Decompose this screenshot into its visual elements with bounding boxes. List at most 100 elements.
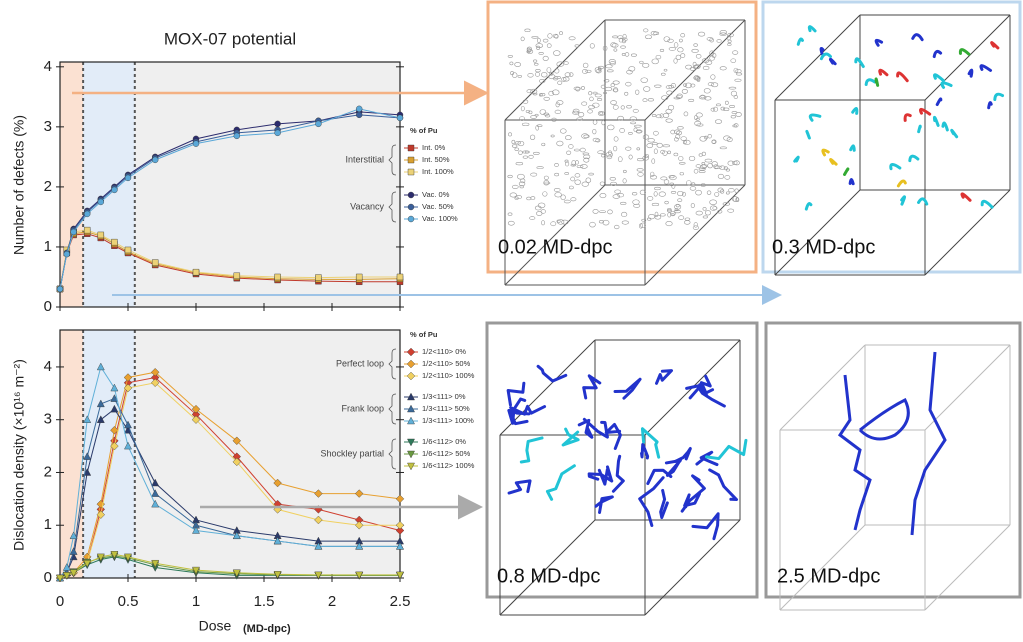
data-point (111, 186, 118, 194)
defect-cluster (647, 138, 655, 143)
dislocation (919, 107, 932, 116)
defect-cluster (588, 172, 594, 176)
legend-label: Vac. 50% (422, 202, 454, 211)
cube-edge (644, 519, 741, 616)
dislocation (793, 155, 800, 163)
defect-cluster (695, 112, 703, 118)
defect-cluster (511, 72, 518, 78)
x-tick-label: 2.5 (390, 593, 411, 610)
data-point (96, 415, 105, 423)
defect-cluster (564, 161, 570, 167)
legend-marker (406, 371, 416, 381)
defect-cluster (714, 192, 720, 197)
defect-cluster (731, 111, 738, 114)
y-tick-label: 1 (44, 516, 52, 533)
defect-cluster (735, 112, 742, 117)
defect-cluster (624, 91, 629, 96)
dislocation (941, 121, 949, 132)
defect-cluster (554, 109, 562, 115)
legend-marker (407, 450, 415, 459)
dislocation (582, 374, 602, 400)
defect-cluster (517, 75, 522, 78)
defect-cluster (634, 124, 642, 128)
dislocation (611, 454, 625, 493)
defect-cluster (670, 213, 675, 217)
defect-cluster (559, 128, 567, 134)
shaded-region (60, 62, 84, 307)
dislocation (819, 46, 825, 56)
defect-cluster (660, 72, 666, 76)
defect-cluster (725, 100, 729, 105)
data-point (356, 273, 363, 281)
defect-cluster (709, 38, 715, 43)
defect-cluster (556, 61, 564, 67)
dislocation (604, 422, 622, 450)
defect-cluster (673, 152, 679, 157)
dislocation (908, 154, 920, 163)
data-point (70, 228, 77, 236)
defect-cluster (667, 208, 672, 213)
defect-cluster (570, 197, 577, 202)
chart: 0 1 2 3 4 0 0.5 1 1.5 2 2.5 Dislocation density (×1… (11, 329, 475, 635)
defect-cluster (668, 175, 675, 179)
defect-cluster (690, 83, 696, 88)
data-point (56, 574, 64, 583)
cube-edge (499, 339, 596, 436)
defect-cluster (711, 53, 717, 59)
defect-cluster (677, 190, 684, 197)
defect-cluster (735, 69, 742, 74)
defect-cluster (724, 175, 731, 180)
defect-cluster (582, 152, 590, 156)
defect-cluster (598, 220, 604, 224)
defect-cluster (559, 31, 563, 36)
defect-cluster (528, 154, 534, 159)
data-point (56, 285, 64, 293)
data-point (314, 489, 323, 498)
dislocation (691, 512, 720, 541)
data-point (355, 571, 364, 580)
defect-cluster (608, 59, 616, 65)
dislocation (889, 163, 902, 171)
defect-cluster (701, 58, 710, 63)
defect-cluster (620, 201, 627, 205)
defect-cluster (533, 151, 540, 155)
defect-cluster (541, 220, 546, 226)
cube-edge (779, 344, 866, 431)
defect-cluster (679, 172, 684, 176)
dislocation (940, 81, 953, 89)
defect-cluster (519, 116, 525, 121)
defect-cluster (518, 150, 523, 155)
legend-marker (407, 392, 415, 401)
defect-cluster (674, 129, 681, 135)
defect-cluster (654, 211, 659, 218)
defect-cluster (583, 157, 590, 163)
defect-cluster (652, 142, 658, 145)
data-point (273, 571, 282, 579)
cube-edge (499, 519, 596, 616)
defect-cluster (656, 142, 663, 148)
defect-cluster (660, 149, 666, 154)
dislocation (874, 38, 884, 47)
defect-cluster (646, 143, 654, 149)
data-point (315, 274, 322, 281)
dislocation (932, 73, 945, 83)
defect-cluster (568, 144, 574, 149)
defect-cluster (554, 172, 560, 177)
dislocation (821, 148, 830, 157)
defect-cluster (621, 220, 629, 225)
defect-cluster (550, 221, 557, 227)
defect-cluster (609, 177, 616, 181)
defect-cluster (639, 189, 646, 195)
data-point (96, 510, 105, 519)
dislocation (851, 106, 859, 115)
defect-cluster (644, 34, 653, 40)
dislocation (646, 468, 673, 486)
dislocation (878, 68, 889, 77)
defect-cluster (623, 169, 627, 174)
data-point (274, 273, 281, 281)
defect-cluster (665, 221, 673, 227)
defect-cluster (674, 137, 679, 142)
data-point (191, 404, 201, 414)
defect-cluster (695, 189, 702, 196)
dislocation (854, 57, 865, 69)
